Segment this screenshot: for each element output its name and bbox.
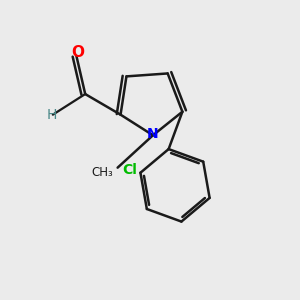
Text: Cl: Cl <box>123 163 138 177</box>
Text: N: N <box>147 127 159 141</box>
Text: O: O <box>71 45 84 60</box>
Text: CH₃: CH₃ <box>92 166 113 178</box>
Text: H: H <box>46 108 56 122</box>
